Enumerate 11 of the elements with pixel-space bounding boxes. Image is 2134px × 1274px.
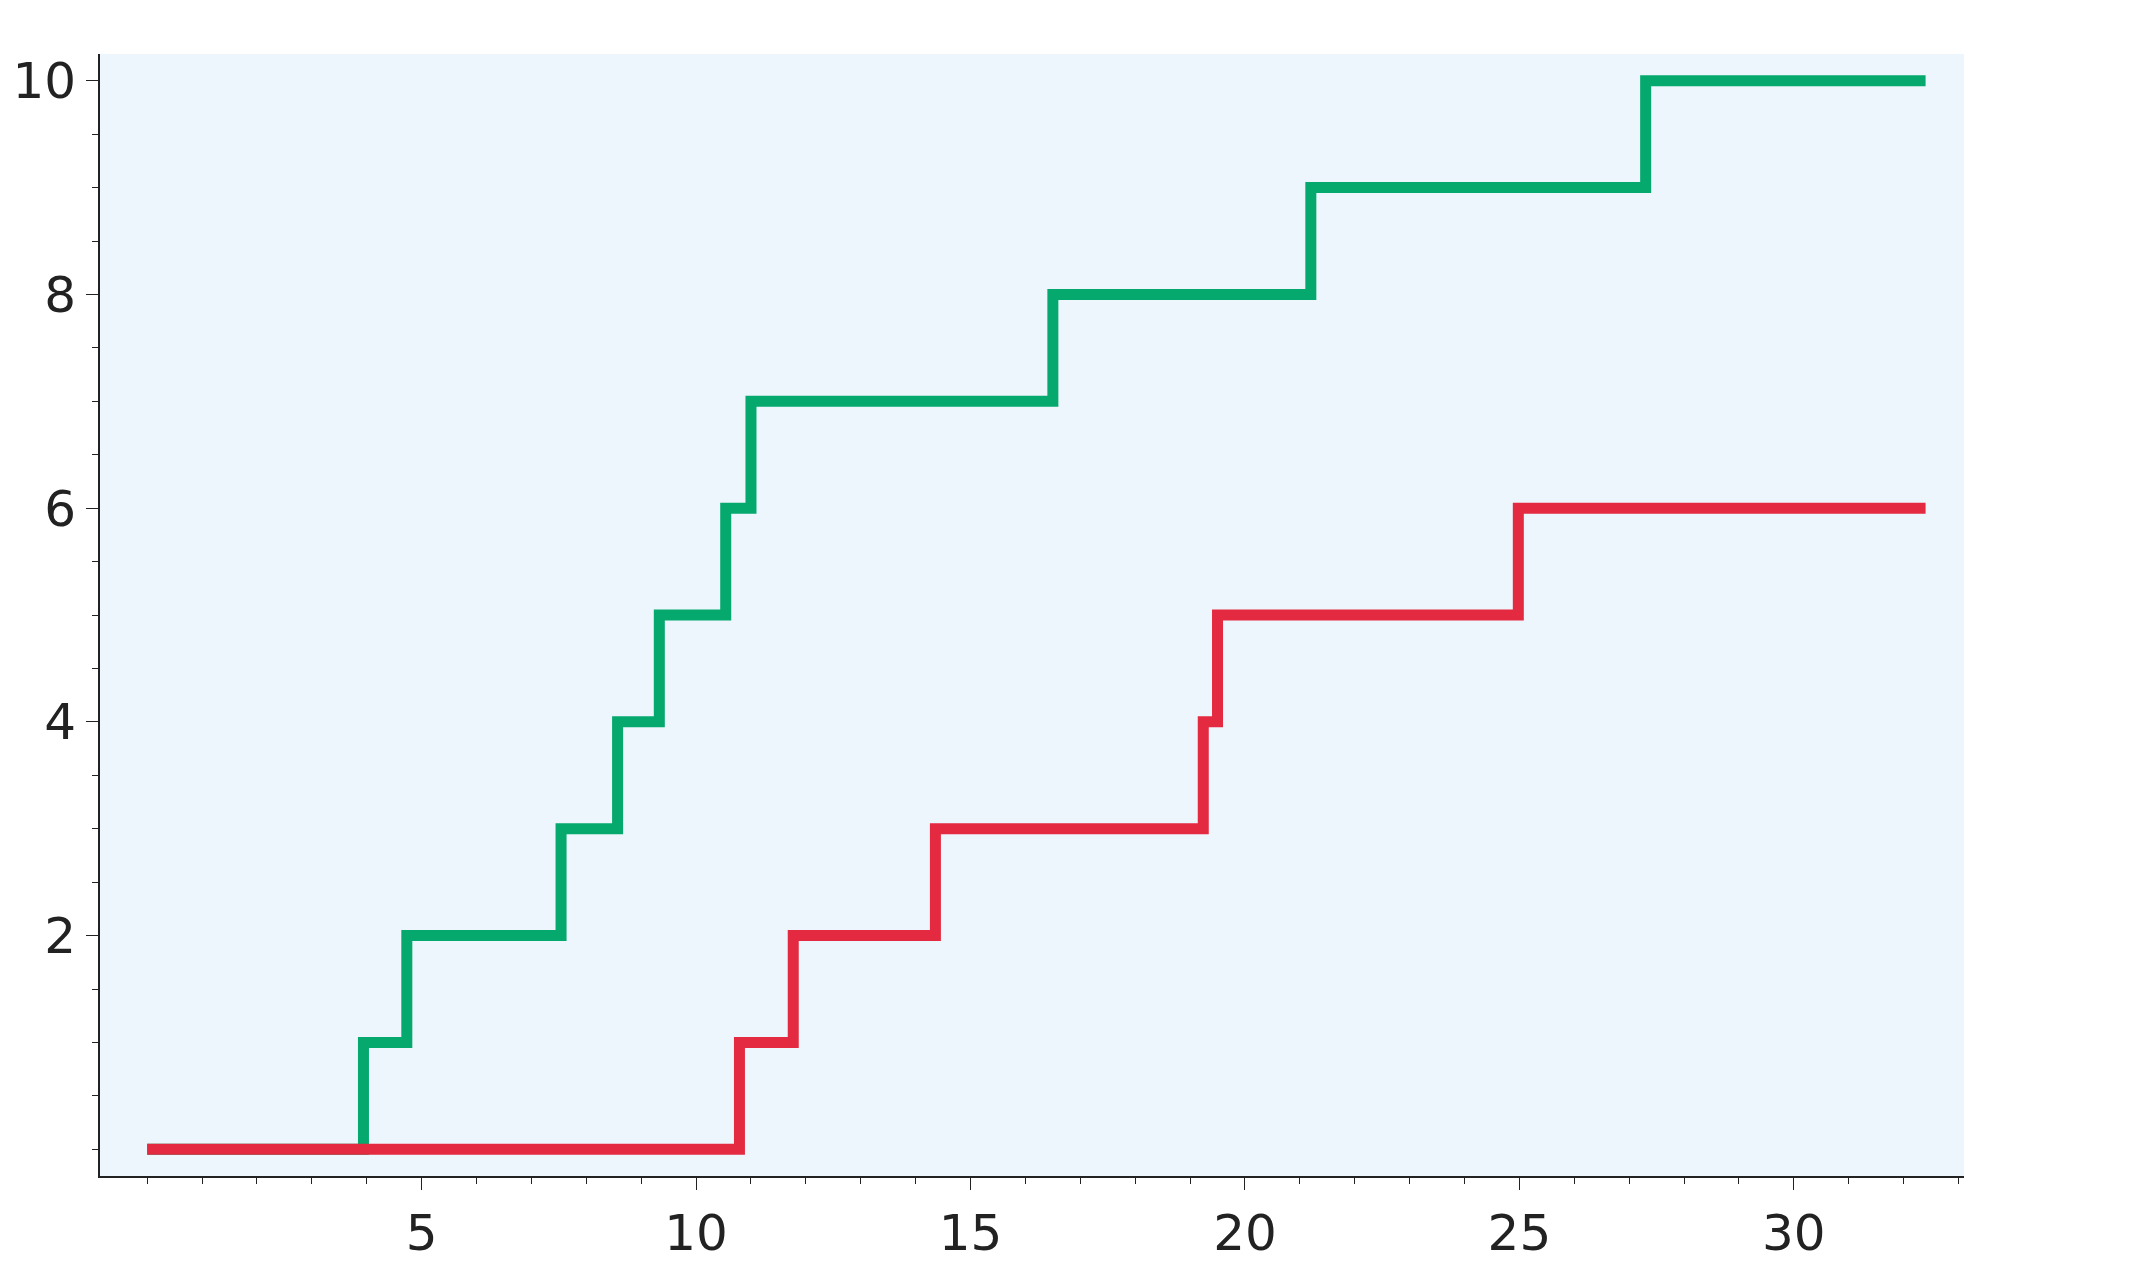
x-tick-label: 5	[405, 1204, 438, 1262]
x-tick-label: 20	[1213, 1204, 1277, 1262]
x-tick-label: 15	[938, 1204, 1003, 1262]
y-tick-label: 2	[44, 907, 76, 966]
x-tick-label: 25	[1487, 1204, 1552, 1262]
y-tick-label: 6	[44, 479, 76, 538]
x-tick-label: 30	[1762, 1204, 1826, 1262]
x-tick-label: 10	[664, 1204, 728, 1262]
y-tick-label: 10	[12, 52, 76, 111]
y-tick-label: 8	[44, 265, 76, 324]
y-tick-label: 4	[44, 693, 76, 752]
